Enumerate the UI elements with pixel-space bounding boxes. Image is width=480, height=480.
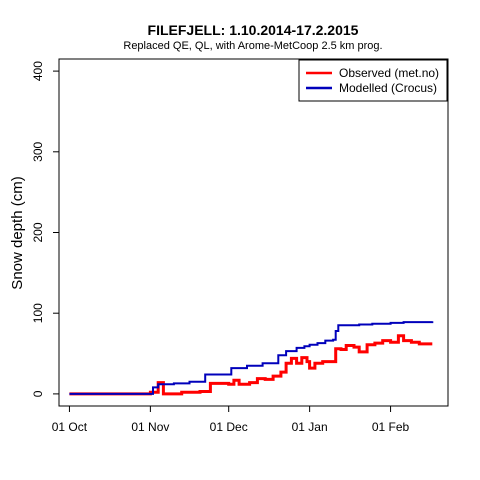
x-tick-label: 01 Dec <box>210 420 248 434</box>
x-tick-label: 01 Jan <box>292 420 328 434</box>
legend-box <box>298 59 448 102</box>
y-tick-label: 300 <box>31 141 45 161</box>
x-axis: 01 Oct 01 Nov 01 Dec 01 Jan 01 Feb <box>52 406 410 434</box>
y-tick-label: 200 <box>31 222 45 242</box>
plot-frame <box>58 58 449 407</box>
observed-series-line <box>69 334 433 396</box>
y-tick-label: 0 <box>31 390 45 397</box>
chart-title: FILEFJELL: 1.10.2014-17.2.2015 <box>148 22 359 38</box>
modelled-series-line <box>69 321 434 395</box>
x-tick-label: 01 Feb <box>372 420 410 434</box>
x-tick-label: 01 Nov <box>131 420 169 434</box>
legend-observed-label: Observed (met.no) <box>339 66 439 80</box>
plot-area <box>69 321 434 396</box>
y-axis: 0 100 200 300 400 <box>31 61 59 397</box>
legend-modelled-label: Modelled (Crocus) <box>339 81 437 95</box>
y-axis-label: Snow depth (cm) <box>9 176 26 289</box>
y-tick-label: 400 <box>31 61 45 81</box>
chart-subtitle: Replaced QE, QL, with Arome-MetCoop 2.5 … <box>123 40 382 52</box>
x-tick-label: 01 Oct <box>52 420 88 434</box>
y-tick-label: 100 <box>31 303 45 323</box>
legend: Observed (met.no) Modelled (Crocus) <box>298 59 448 102</box>
